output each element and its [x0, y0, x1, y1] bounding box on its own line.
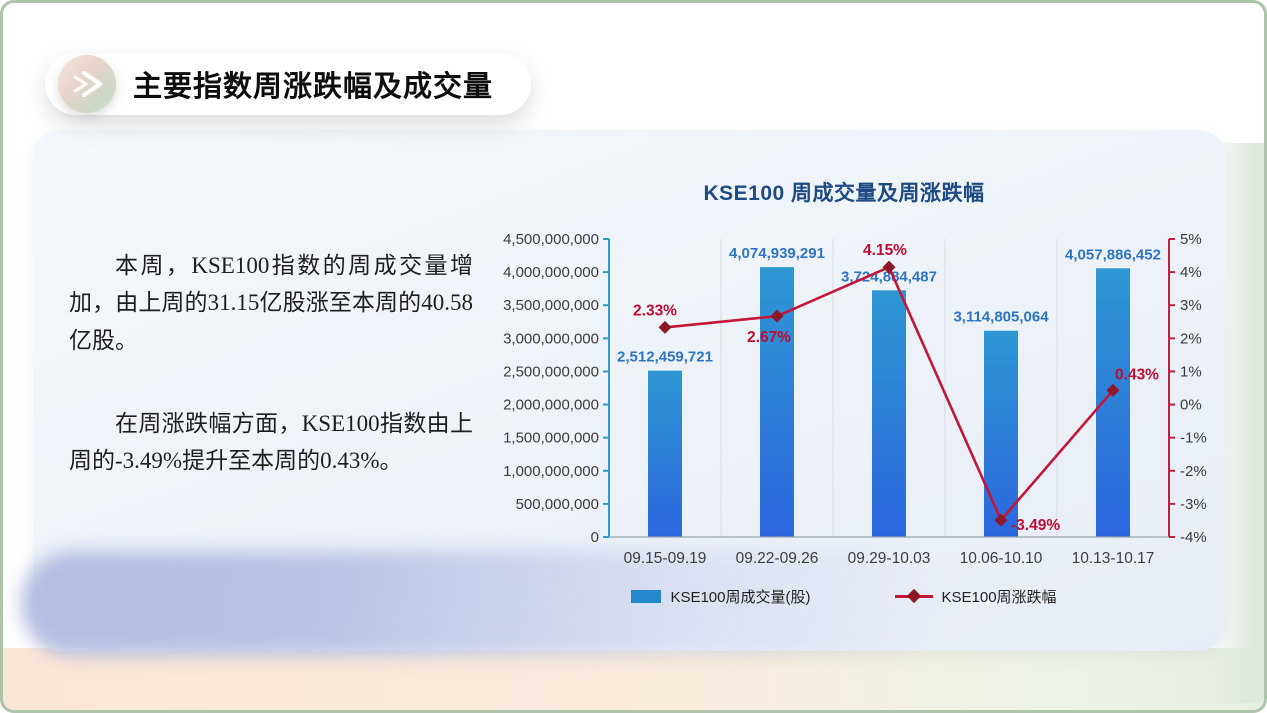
right-tick-label: 0%	[1180, 397, 1202, 414]
volume-bar	[984, 330, 1018, 537]
right-tick-label: -3%	[1180, 496, 1207, 513]
diamond-marker	[882, 260, 896, 274]
chart-title: KSE100 周成交量及周涨跌幅	[703, 182, 985, 205]
diamond-marker	[770, 309, 784, 323]
chart-legend: KSE100周成交量(股) KSE100周涨跌幅	[469, 586, 1219, 607]
change-label: 2.33%	[633, 302, 677, 319]
chevron-badge-icon	[58, 55, 116, 113]
volume-label: 3,114,805,064	[953, 309, 1049, 326]
diamond-marker	[1106, 383, 1120, 397]
volume-bar	[872, 290, 906, 537]
left-tick-label: 3,500,000,000	[503, 297, 599, 314]
right-tick-label: -1%	[1180, 430, 1207, 447]
right-tick-label: -2%	[1180, 463, 1207, 480]
legend-label-volume: KSE100周成交量(股)	[670, 589, 811, 606]
double-chevron-icon	[73, 70, 103, 98]
commentary-text: 本周，KSE100指数的周成交量增加，由上周的31.15亿股涨至本周的40.58…	[69, 247, 473, 479]
right-tick-label: 4%	[1180, 264, 1202, 281]
right-tick-label: -4%	[1180, 529, 1207, 546]
left-tick-label: 2,000,000,000	[503, 397, 599, 414]
combo-chart: 2,512,459,721 4,074,939,291 3,724,884,487 3…	[503, 231, 1207, 567]
legend-item-change: KSE100周涨跌幅	[894, 586, 1057, 607]
volume-label: 2,512,459,721	[617, 349, 713, 366]
x-category-label: 09.15-09.19	[624, 550, 707, 567]
paragraph-volume: 本周，KSE100指数的周成交量增加，由上周的31.15亿股涨至本周的40.58…	[69, 253, 473, 353]
diamond-marker	[658, 320, 672, 334]
volume-label: 3,724,884,487	[841, 268, 937, 285]
left-tick-label: 500,000,000	[516, 496, 599, 513]
x-category-label: 09.29-10.03	[848, 550, 931, 567]
legend-label-change: KSE100周涨跌幅	[941, 589, 1057, 606]
change-label: 4.15%	[863, 242, 907, 259]
volume-label: 4,057,886,452	[1065, 246, 1161, 263]
right-tick-label: 3%	[1180, 297, 1202, 314]
x-category-label: 10.13-10.17	[1072, 550, 1155, 567]
title-bar: 主要指数周涨跌幅及成交量	[45, 53, 531, 115]
x-category-label: 09.22-09.26	[736, 550, 819, 567]
diamond-marker	[994, 513, 1008, 527]
bottom-gradient-band	[3, 648, 1264, 710]
left-tick-label: 4,500,000,000	[503, 231, 599, 248]
volume-label: 4,074,939,291	[729, 245, 825, 262]
left-tick-label: 0	[591, 529, 599, 546]
left-tick-label: 2,500,000,000	[503, 363, 599, 380]
change-label: 0.43%	[1115, 366, 1159, 383]
bar-swatch-icon	[631, 590, 662, 603]
change-label: -3.49%	[1011, 517, 1060, 534]
right-tick-label: 1%	[1180, 363, 1202, 380]
left-tick-label: 4,000,000,000	[503, 264, 599, 281]
change-label: 2.67%	[747, 329, 791, 346]
left-tick-label: 3,000,000,000	[503, 330, 599, 347]
right-tick-label: 5%	[1180, 231, 1202, 248]
line-swatch-icon	[894, 588, 933, 604]
chart-container: KSE100 周成交量及周涨跌幅 2,512,459,721 4,074,939,…	[469, 173, 1219, 607]
left-tick-label: 1,500,000,000	[503, 430, 599, 447]
volume-bar	[760, 267, 794, 537]
x-category-label: 10.06-10.10	[960, 550, 1043, 567]
legend-item-volume: KSE100周成交量(股)	[631, 586, 811, 607]
page-title: 主要指数周涨跌幅及成交量	[133, 71, 494, 103]
right-tick-label: 2%	[1180, 330, 1202, 347]
paragraph-change: 在周涨跌幅方面，KSE100指数由上周的-3.49%提升至本周的0.43%。	[69, 410, 473, 473]
left-tick-label: 1,000,000,000	[503, 463, 599, 480]
volume-bar	[648, 370, 682, 537]
